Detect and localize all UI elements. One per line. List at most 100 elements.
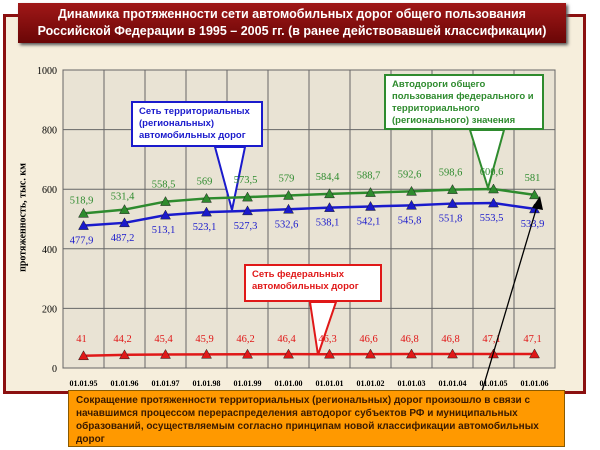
x-tick-label: 01.01.97 <box>152 379 180 388</box>
data-label-federal: 47,1 <box>482 334 500 345</box>
data-point-territorial <box>406 199 417 210</box>
data-point-federal <box>529 348 540 359</box>
data-label-federal: 45,9 <box>195 334 213 345</box>
data-point-federal <box>406 348 417 359</box>
data-label-territorial: 538,1 <box>316 218 340 229</box>
data-point-federal <box>324 348 335 359</box>
data-point-total <box>447 184 458 194</box>
y-tick-label: 0 <box>52 364 57 375</box>
title-line-1: Динамика протяженности сети автомобильны… <box>58 7 526 21</box>
data-label-territorial: 527,3 <box>234 221 258 232</box>
data-point-federal <box>119 349 130 360</box>
data-label-territorial: 553,5 <box>480 213 504 224</box>
x-tick-label: 01.01.00 <box>275 379 303 388</box>
data-point-territorial <box>160 209 171 220</box>
data-label-total: 558,5 <box>152 180 176 191</box>
data-label-federal: 45,4 <box>154 334 173 345</box>
data-point-total <box>201 192 212 203</box>
callout-total: Автодороги общего пользования федерально… <box>384 74 544 130</box>
y-tick-label: 200 <box>42 304 57 315</box>
data-point-federal <box>242 348 253 359</box>
callout-territorial: Сеть территориальных (региональных) авто… <box>131 101 263 147</box>
y-tick-label: 800 <box>42 126 57 137</box>
note-arrowhead <box>532 196 543 210</box>
data-label-federal: 41 <box>76 334 87 345</box>
data-label-total: 598,6 <box>439 168 463 179</box>
title-line-2: Российской Федерации в 1995 – 2005 гг. (… <box>37 24 547 38</box>
series-line-territorial <box>83 201 535 227</box>
data-label-territorial: 477,9 <box>70 236 94 247</box>
series-line-total <box>83 187 535 215</box>
data-point-territorial <box>242 205 253 216</box>
data-label-territorial: 523,1 <box>193 222 217 233</box>
data-label-territorial: 551,8 <box>439 214 463 225</box>
data-point-federal <box>78 350 89 361</box>
x-tick-label: 01.01.03 <box>398 379 426 388</box>
data-point-total <box>529 189 540 200</box>
data-point-territorial <box>201 206 212 217</box>
data-point-total <box>406 185 417 196</box>
x-tick-label: 01.01.96 <box>111 379 139 388</box>
x-tick-label: 01.01.01 <box>316 379 344 388</box>
data-label-federal: 44,2 <box>113 334 131 345</box>
data-point-total <box>160 196 171 206</box>
x-tick-label: 01.01.95 <box>70 379 98 388</box>
data-label-territorial: 533,9 <box>521 219 545 230</box>
data-label-federal: 46,4 <box>277 334 296 345</box>
y-tick-label: 1000 <box>37 66 57 77</box>
data-label-total: 579 <box>279 173 295 184</box>
data-point-territorial <box>488 197 499 208</box>
data-label-federal: 46,8 <box>400 334 418 345</box>
data-point-total <box>488 183 499 194</box>
data-label-total: 592,6 <box>398 169 422 180</box>
data-point-federal <box>447 348 458 359</box>
data-point-territorial <box>78 220 89 230</box>
callout-federal: Сеть федеральных автомобильных дорог <box>244 264 382 302</box>
data-label-territorial: 542,1 <box>357 216 381 227</box>
callout-total-pointer <box>468 129 506 192</box>
data-label-total: 569 <box>197 176 213 187</box>
data-label-territorial: 513,1 <box>152 225 176 236</box>
data-point-total <box>78 207 89 218</box>
data-point-total <box>365 187 376 197</box>
chart-title: Динамика протяженности сети автомобильны… <box>18 3 566 43</box>
y-tick-label: 600 <box>42 185 57 196</box>
data-label-total: 531,4 <box>111 192 135 203</box>
data-point-territorial <box>447 198 458 208</box>
data-label-federal: 47,1 <box>523 334 541 345</box>
data-label-total: 584,4 <box>316 172 340 183</box>
data-label-territorial: 532,6 <box>275 219 299 230</box>
data-point-total <box>324 188 335 199</box>
data-label-federal: 46,6 <box>359 334 377 345</box>
data-point-total <box>242 191 253 202</box>
y-tick-label: 400 <box>42 245 57 256</box>
data-label-federal: 46,8 <box>441 334 459 345</box>
x-tick-label: 01.01.05 <box>480 379 508 388</box>
data-label-territorial: 487,2 <box>111 233 135 244</box>
x-tick-label: 01.01.06 <box>521 379 549 388</box>
data-label-total: 600,6 <box>480 167 504 178</box>
data-label-total: 518,9 <box>70 195 94 206</box>
data-point-federal <box>160 348 171 359</box>
data-point-federal <box>201 348 212 359</box>
data-point-territorial <box>365 200 376 211</box>
data-point-territorial <box>119 217 130 228</box>
series-line-federal <box>83 352 535 358</box>
data-label-territorial: 545,8 <box>398 215 422 226</box>
note-box: Сокращение протяженности территориальных… <box>68 390 565 447</box>
x-tick-label: 01.01.98 <box>193 379 221 388</box>
x-tick-label: 01.01.02 <box>357 379 385 388</box>
data-point-total <box>283 189 294 200</box>
x-tick-label: 01.01.04 <box>439 379 467 388</box>
data-point-total <box>119 204 130 214</box>
x-tick-label: 01.01.99 <box>234 379 262 388</box>
data-label-federal: 46,3 <box>318 334 336 345</box>
data-point-federal <box>283 348 294 359</box>
data-label-total: 581 <box>525 173 541 184</box>
data-point-territorial <box>324 202 335 212</box>
y-axis-label: протяженность, тыс. км <box>17 163 29 272</box>
data-label-total: 573,5 <box>234 175 258 186</box>
callout-federal-pointer <box>308 301 338 356</box>
